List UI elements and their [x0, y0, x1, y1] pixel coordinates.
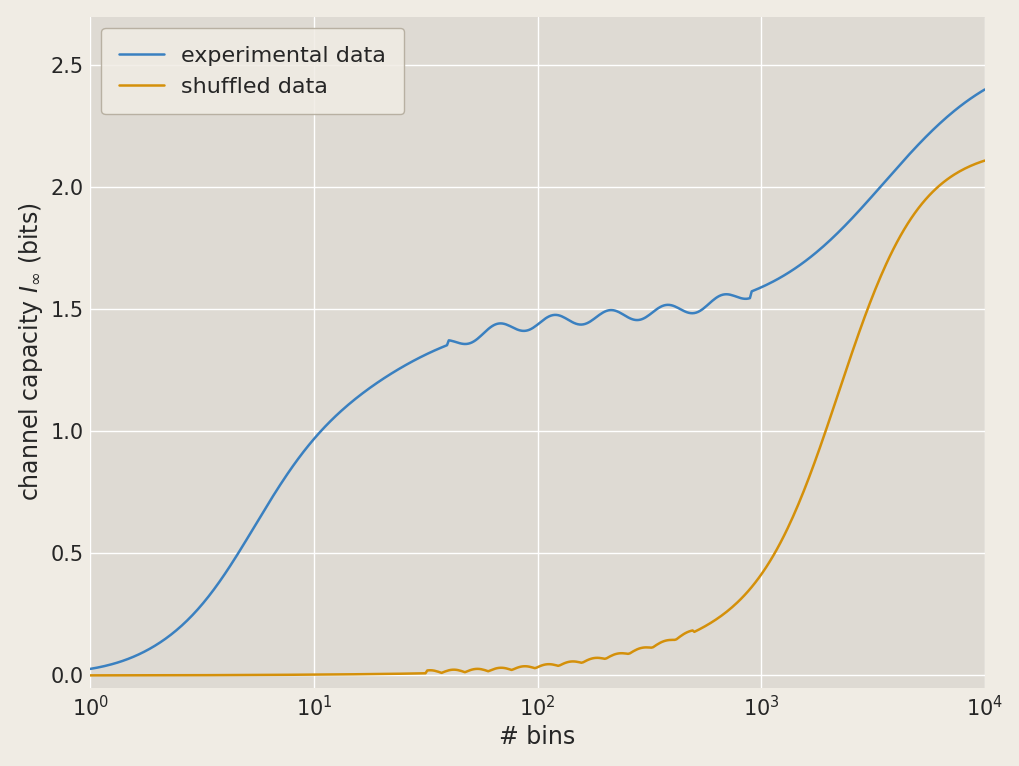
experimental data	[85, 664, 97, 673]
Line: shuffled data: shuffled data	[91, 161, 983, 676]
shuffled data	[977, 156, 989, 165]
shuffled data	[956, 165, 968, 174]
shuffled data	[568, 657, 580, 666]
shuffled data	[816, 433, 828, 442]
shuffled data	[514, 662, 526, 671]
shuffled data	[85, 671, 97, 680]
Y-axis label: channel capacity $I_{\infty}$ (bits): channel capacity $I_{\infty}$ (bits)	[16, 203, 45, 502]
experimental data	[977, 85, 989, 94]
experimental data	[508, 324, 521, 333]
experimental data	[568, 319, 580, 328]
Line: experimental data: experimental data	[91, 90, 983, 669]
shuffled data	[508, 664, 521, 673]
experimental data	[615, 309, 628, 319]
experimental data	[514, 326, 526, 335]
Legend: experimental data, shuffled data: experimental data, shuffled data	[101, 28, 404, 114]
experimental data	[956, 100, 968, 109]
experimental data	[816, 242, 828, 251]
X-axis label: # bins: # bins	[499, 725, 575, 749]
shuffled data	[615, 649, 628, 658]
